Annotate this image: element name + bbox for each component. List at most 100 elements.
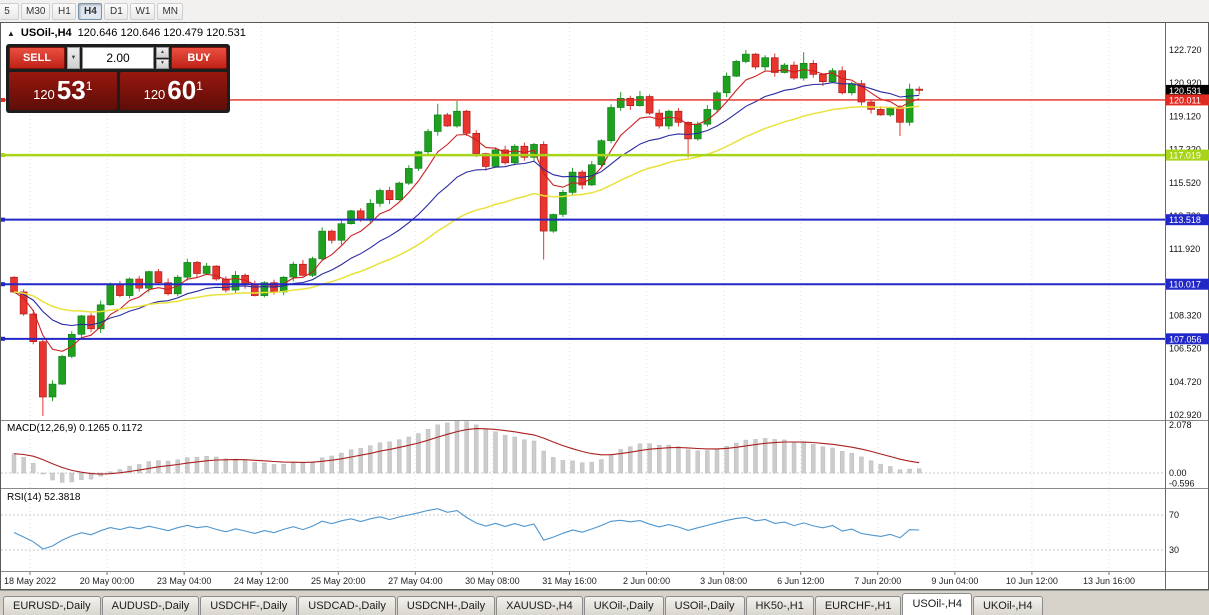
timeframe-h1[interactable]: H1 [52,2,77,20]
macd-histogram-bar [647,443,652,474]
hline-handle[interactable] [0,217,5,222]
chart-tab-usdcad-daily[interactable]: USDCAD-,Daily [298,596,396,615]
candle-up [395,182,404,201]
macd-histogram-bar [830,447,835,474]
timeframe-m30[interactable]: M30 [21,2,51,20]
macd-histogram-bar [262,462,267,474]
volume-input[interactable] [82,47,154,69]
timeframe-w1[interactable]: W1 [130,2,156,20]
macd-histogram-bar [377,442,383,474]
macd-histogram-bar [608,454,614,474]
macd-histogram-bar [676,446,681,474]
price-chart-svg: 122.720120.920119.120117.320115.520113.7… [0,22,1209,590]
price-badge [1166,84,1209,96]
macd-histogram-bar [570,460,575,474]
macd-histogram-bar [801,442,806,474]
hline-handle[interactable] [0,336,5,341]
chart-tab-eurchf-h1[interactable]: EURCHF-,H1 [814,596,902,615]
candle-down [674,110,683,123]
price-badge-label: 110.017 [1169,280,1201,290]
chart-tab-usoil-h4[interactable]: USOil-,H4 [902,593,972,615]
macd-histogram-bar [50,472,55,481]
ma-fast-line [13,68,920,352]
candle-down [578,171,586,186]
volume-up-button[interactable]: ▲ [156,47,169,58]
macd-histogram-bar [185,457,190,474]
macd-histogram-bar [165,460,171,474]
buy-button[interactable]: BUY [171,47,227,69]
timeframe-h4[interactable]: H4 [78,2,103,20]
macd-histogram-bar [753,439,758,474]
macd-histogram-bar [319,457,325,474]
hline-handle[interactable] [0,97,5,102]
volume-dropdown-button[interactable]: ▼ [67,47,80,69]
macd-histogram-bar [108,471,113,474]
chart-tab-usdcnh-daily[interactable]: USDCNH-,Daily [396,596,496,615]
date-axis: 18 May 2022 20 May 00:00 23 May 04:00 24 Ma… [4,572,1135,586]
timeframe-5[interactable]: 5 [0,2,19,20]
hline-handle[interactable] [0,282,5,287]
price-axis: 122.720120.920119.120117.320115.520113.7… [1166,45,1209,555]
candle-down [250,284,259,296]
candle-up [732,61,741,77]
candle-up [703,109,712,125]
macd-histogram-bar [339,452,344,474]
collapse-quote-panel-icon[interactable]: ▲ [7,28,15,38]
macd-histogram-bar [464,421,469,474]
price-badge [1166,149,1209,161]
candle-up [491,149,500,167]
candle-up [318,230,326,260]
candle-up [828,70,837,83]
candle-up [597,140,606,165]
macd-histogram-bar [194,456,200,474]
macd-histogram-bar [772,439,777,474]
chart-tab-usdchf-daily[interactable]: USDCHF-,Daily [200,596,298,615]
candles-layer [10,50,924,416]
macd-histogram-bar [454,421,460,474]
chart-tab-usoil-daily[interactable]: USOil-,Daily [664,596,745,615]
macd-axis-label: 2.078 [1169,420,1192,430]
buy-price-display[interactable]: 120601 [119,72,227,110]
candle-down [193,262,201,274]
chart-tab-ukoil-daily[interactable]: UKOil-,Daily [583,596,664,615]
macd-histogram-bar [11,453,17,474]
candle-down [356,210,365,221]
macd-histogram-bar [474,424,479,474]
timeframe-d1[interactable]: D1 [104,2,129,20]
macd-histogram-bar [734,442,739,474]
macd-histogram-bar [406,436,412,474]
timeframe-buttons: 5 M30 H1 H4 D1 W1 MN [0,2,184,20]
candle-up [453,110,461,127]
macd-histogram-bar [820,446,826,474]
price-tick-label: 102.920 [1169,410,1202,420]
candle-up [58,356,66,385]
macd-histogram-bar [917,468,922,474]
price-badge-label: 120.531 [1169,86,1202,96]
date-label: 10 Jun 12:00 [1006,576,1058,586]
chart-tab-audusd-daily[interactable]: AUDUSD-,Daily [101,596,200,615]
candle-up [665,110,673,127]
candle-down [857,83,866,103]
macd-histogram-bar [40,472,46,475]
chart-tab-ukoil-h4[interactable]: UKOil-,H4 [972,596,1043,615]
chart-tab-xauusd-h4[interactable]: XAUUSD-,H4 [496,596,583,615]
macd-histogram-bar [907,468,912,474]
macd-histogram-bar [31,462,36,474]
price-tick-label: 115.520 [1169,178,1201,188]
macd-header: MACD(12,26,9) 0.1265 0.1172 [7,423,143,434]
sell-button[interactable]: SELL [9,47,65,69]
date-label: 3 Jun 08:00 [700,576,747,586]
hline-handle[interactable] [0,153,5,158]
candle-down [299,263,307,276]
chart-tab-eurusd-daily[interactable]: EURUSD-,Daily [3,596,101,615]
symbol-period-label: USOil-,H4 [20,27,72,39]
macd-histogram-bar [493,431,498,474]
volume-down-button[interactable]: ▼ [156,58,169,69]
chart-tab-hk50-h1[interactable]: HK50-,H1 [745,596,814,615]
sell-price-display[interactable]: 120531 [9,72,117,110]
macd-histogram-bar [483,429,489,474]
macd-histogram-bar [897,469,903,474]
timeframe-mn[interactable]: MN [157,2,184,20]
macd-histogram-bar [271,464,277,474]
price-badge-label: 117.019 [1169,151,1201,161]
